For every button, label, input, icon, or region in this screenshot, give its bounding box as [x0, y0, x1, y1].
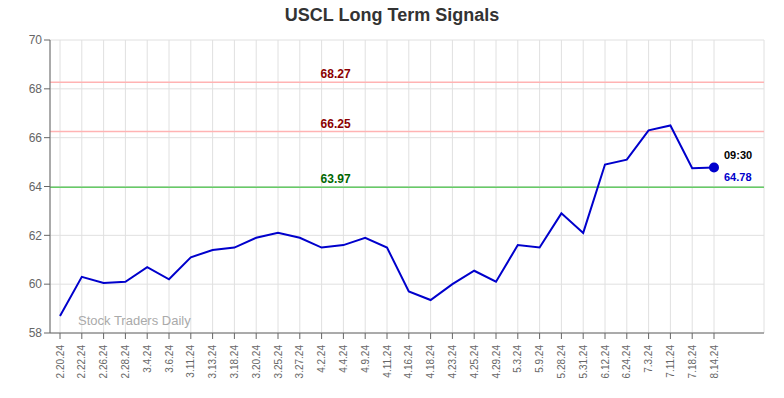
- svg-text:68: 68: [29, 82, 43, 96]
- html-text:USCL Long Term Signals: USCL Long Term Signals: [284, 5, 500, 25]
- svg-text:3.13.24: 3.13.24: [207, 345, 218, 379]
- svg-text:09:30: 09:30: [724, 149, 752, 161]
- svg-text:3.6.24: 3.6.24: [164, 345, 175, 373]
- svg-text:4.23.24: 4.23.24: [447, 345, 458, 379]
- svg-text:3.20.24: 3.20.24: [251, 345, 262, 379]
- svg-text:5.31.24: 5.31.24: [578, 345, 589, 379]
- svg-text:7.11.24: 7.11.24: [665, 345, 676, 378]
- html-text:Stock Traders Daily: Stock Traders Daily: [78, 313, 191, 328]
- svg-text:6.12.24: 6.12.24: [600, 345, 611, 379]
- svg-text:3.27.24: 3.27.24: [294, 345, 305, 379]
- svg-text:4.9.24: 4.9.24: [360, 345, 371, 373]
- svg-text:2.22.24: 2.22.24: [76, 345, 87, 379]
- svg-text:8.14.24: 8.14.24: [709, 345, 720, 379]
- svg-text:2.20.24: 2.20.24: [55, 345, 66, 379]
- svg-text:4.29.24: 4.29.24: [491, 345, 502, 379]
- svg-text:3.18.24: 3.18.24: [229, 345, 240, 379]
- svg-text:63.97: 63.97: [321, 172, 351, 186]
- svg-text:4.4.24: 4.4.24: [338, 345, 349, 373]
- svg-text:4.25.24: 4.25.24: [469, 345, 480, 379]
- svg-text:4.16.24: 4.16.24: [403, 345, 414, 379]
- svg-text:2.26.24: 2.26.24: [98, 345, 109, 379]
- svg-text:68.27: 68.27: [321, 67, 351, 81]
- svg-text:2.28.24: 2.28.24: [120, 345, 131, 379]
- svg-text:7.3.24: 7.3.24: [643, 345, 654, 373]
- svg-text:60: 60: [29, 277, 43, 291]
- svg-text:5.9.24: 5.9.24: [534, 345, 545, 373]
- svg-text:4.18.24: 4.18.24: [425, 345, 436, 379]
- svg-text:3.11.24: 3.11.24: [185, 345, 196, 378]
- svg-text:7.18.24: 7.18.24: [687, 345, 698, 379]
- svg-text:3.4.24: 3.4.24: [142, 345, 153, 373]
- svg-text:70: 70: [29, 33, 43, 47]
- svg-text:64: 64: [29, 180, 43, 194]
- svg-text:5.3.24: 5.3.24: [512, 345, 523, 373]
- svg-text:3.25.24: 3.25.24: [273, 345, 284, 379]
- svg-text:62: 62: [29, 229, 43, 243]
- svg-text:6.24.24: 6.24.24: [621, 345, 632, 379]
- svg-text:4.2.24: 4.2.24: [316, 345, 327, 373]
- svg-text:66.25: 66.25: [321, 117, 351, 131]
- svg-text:4.11.24: 4.11.24: [382, 345, 393, 378]
- svg-text:5.28.24: 5.28.24: [556, 345, 567, 379]
- svg-text:58: 58: [29, 326, 43, 340]
- svg-text:64.78: 64.78: [724, 171, 752, 183]
- svg-text:66: 66: [29, 131, 43, 145]
